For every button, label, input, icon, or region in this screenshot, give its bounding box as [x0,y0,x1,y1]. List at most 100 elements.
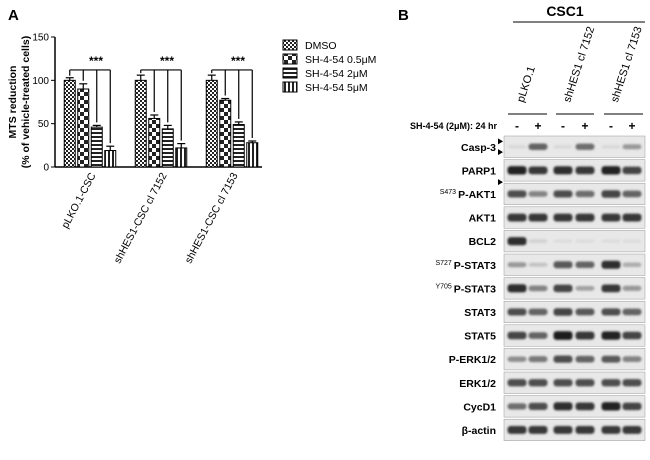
blot-band [622,239,642,243]
blot-band [601,284,621,293]
blot-band [622,356,642,362]
blot-band [528,166,548,175]
blot-band [507,213,527,222]
y-tick-label: 0 [43,163,49,174]
blot-strip [503,324,646,347]
legend-swatch [282,81,298,93]
blot-strip [503,135,646,158]
panel-a-letter: A [8,7,19,24]
panel-a-plot: 0 50 100 150 MTS reduction (% of vehicle-trea… [7,33,376,266]
blot-strip [503,418,646,441]
blot-band [622,285,642,291]
blot-strip [503,277,646,300]
blot-band [507,308,527,316]
blot-band [553,166,573,175]
bar [219,99,232,168]
blot-band [622,402,642,411]
bar [175,147,188,168]
band-arrow-icon [498,138,503,145]
blot-strip [503,300,646,323]
lane-sign: - [515,119,519,133]
blot-label-prefix: Y705 [435,283,451,290]
blot-band [622,379,642,387]
significance-stars: *** [231,54,245,68]
legend-swatch [282,53,298,65]
blot-band [553,308,573,316]
blot-band [575,239,595,243]
blot-label: BCL2 [469,236,497,248]
blot-band [553,145,573,149]
y-tick-label: 100 [32,76,49,87]
blot-label: AKT1 [469,213,497,225]
bar [77,88,90,168]
blot-band [575,213,595,222]
blot-band [507,284,527,293]
blot-band [575,331,595,340]
blot-band [575,308,595,316]
blot-label: P-STAT3 [454,283,496,295]
blot-band [553,331,573,340]
blot-band [622,190,642,198]
blot-strip [503,206,646,229]
blot-band [575,143,595,150]
bar [148,117,161,168]
blot-band [507,356,527,362]
blot-band [622,426,642,434]
blot-band [507,331,527,340]
blot-band [528,143,548,151]
bar [104,150,117,168]
panel-b-letter: B [398,7,409,24]
category-label: shHES1-CSC cl 7153 [183,171,241,266]
blot-label: CycD1 [463,401,496,413]
significance-stars: *** [89,54,103,68]
blot-band [601,426,621,434]
blot-band [553,355,573,363]
blot-band [528,191,548,197]
legend-label: SH-4-54 5μM [305,82,368,94]
blot-band [622,262,642,267]
blot-band [601,166,621,175]
lane-sign: + [628,119,635,133]
blot-band [507,403,527,410]
category-label: shHES1-CSC cl 7152 [112,171,170,266]
y-axis-title: MTS reduction [7,66,19,139]
blot-band [528,308,548,316]
legend-swatch [282,39,298,51]
blot-band [553,379,573,387]
blot-label: β-actin [462,425,496,437]
blot-band [528,285,548,292]
treatment-label: SH-4-54 (2μM): 24 hr [410,121,498,131]
blot-band [507,237,527,246]
blot-label-prefix: S473 [440,189,456,196]
blot-strip [503,230,646,253]
legend-label: SH-4-54 0.5μM [305,54,376,66]
legend-swatch [282,67,298,79]
blot-band [601,308,621,316]
blot-band [622,213,642,222]
bar [63,79,76,168]
blot-label: P-ERK1/2 [449,354,496,366]
bar [90,126,103,168]
blot-band [528,402,548,410]
lane-sign: - [609,119,613,133]
bar [134,79,147,168]
lane-group-label: shHES1 cl 7153 [609,25,645,104]
blot-strip [503,395,646,418]
blot-strip [503,182,646,205]
blot-label: Casp-3 [461,142,496,154]
blot-band [507,426,527,434]
blot-band [553,239,573,243]
blot-label: STAT3 [464,307,496,319]
blot-band [528,239,548,243]
blot-band [601,190,621,198]
blot-band [601,239,621,243]
blot-band [528,356,548,363]
blot-label: P-AKT1 [458,189,496,201]
lane-sign: + [534,119,541,133]
blot-strip [503,159,646,182]
blot-band [553,261,573,269]
blot-band [601,379,621,387]
blot-rows: Casp-3PARP1P-AKT1S473AKT1BCL2P-STAT3S727… [435,135,646,441]
blot-label-prefix: S727 [435,260,451,267]
